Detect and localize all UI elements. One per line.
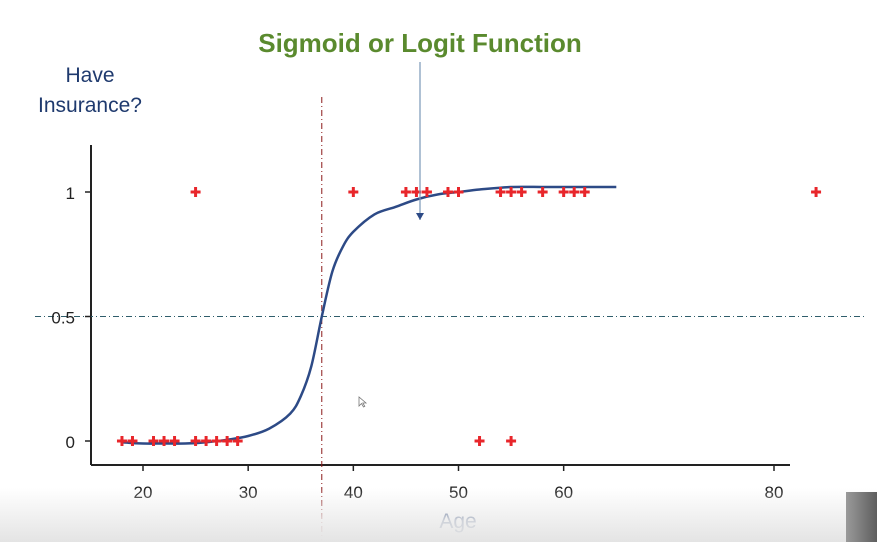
- data-point: [474, 436, 485, 446]
- y-axis-label-line1: Have: [65, 64, 114, 87]
- data-point: [190, 187, 201, 197]
- x-tick-label: 20: [134, 483, 153, 502]
- x-tick-label: 30: [239, 483, 258, 502]
- data-point: [159, 436, 170, 446]
- data-point: [400, 187, 411, 197]
- sigmoid-curve: [121, 185, 617, 445]
- data-point: [222, 436, 233, 446]
- y-tick-label: 0: [66, 433, 75, 452]
- data-point: [190, 436, 201, 446]
- data-point: [169, 436, 180, 446]
- data-point: [506, 436, 517, 446]
- arrow-head-icon: [416, 213, 424, 220]
- x-axis-label: Age: [439, 510, 476, 533]
- data-point: [232, 436, 243, 446]
- data-point: [116, 436, 127, 446]
- data-point: [579, 187, 590, 197]
- data-point: [569, 187, 580, 197]
- data-point: [127, 436, 138, 446]
- x-tick-label: 80: [765, 483, 784, 502]
- data-point: [537, 187, 548, 197]
- data-point: [148, 436, 159, 446]
- data-point: [453, 187, 464, 197]
- y-tick-label: 1: [66, 184, 75, 203]
- data-point: [811, 187, 822, 197]
- y-axis-label-line2: Insurance?: [38, 94, 142, 117]
- x-tick-label: 40: [344, 483, 363, 502]
- x-tick-label: 60: [554, 483, 573, 502]
- data-point: [442, 187, 453, 197]
- data-point: [516, 187, 527, 197]
- data-point: [506, 187, 517, 197]
- data-point: [558, 187, 569, 197]
- y-tick-label: 0.5: [51, 309, 75, 328]
- x-tick-label: 50: [449, 483, 468, 502]
- chart-title: Sigmoid or Logit Function: [258, 28, 582, 58]
- data-point: [421, 187, 432, 197]
- data-point: [348, 187, 359, 197]
- data-point: [201, 436, 212, 446]
- data-point: [211, 436, 222, 446]
- corner-shadow: [846, 492, 877, 542]
- data-point: [495, 187, 506, 197]
